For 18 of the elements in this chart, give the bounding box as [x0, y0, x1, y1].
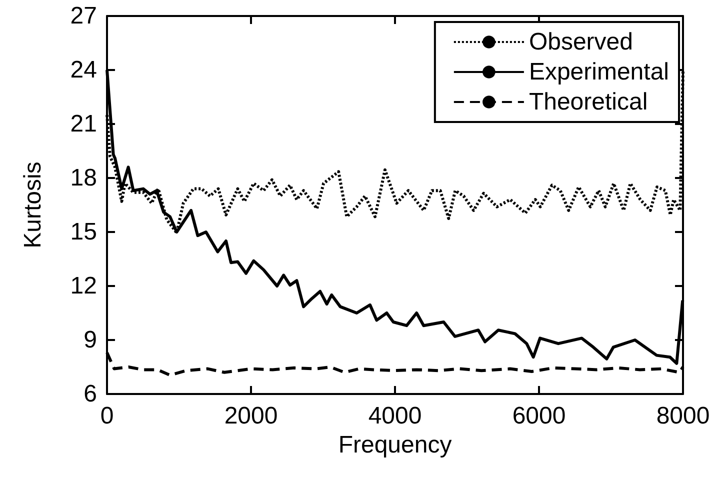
x-axis-title: Frequency — [338, 431, 452, 458]
y-tick-label: 27 — [70, 2, 97, 30]
y-tick-label: 18 — [70, 164, 97, 192]
legend-label: Observed — [528, 28, 633, 56]
x-tick-label: 0 — [100, 402, 114, 430]
y-tick-label: 24 — [70, 56, 97, 84]
y-tick-label: 15 — [70, 218, 97, 246]
y-tick-label: 9 — [84, 326, 97, 354]
y-tick-label: 21 — [70, 110, 97, 138]
legend-label: Experimental — [528, 58, 669, 86]
y-tick-label: 6 — [84, 380, 97, 408]
x-tick-label: 6000 — [512, 402, 566, 430]
y-tick-label: 12 — [70, 272, 97, 300]
y-axis-title: Kurtosis — [20, 162, 46, 248]
legend-label: Theoretical — [528, 88, 648, 116]
x-tick-label: 8000 — [656, 402, 710, 430]
x-tick-label: 4000 — [368, 402, 422, 430]
x-tick-label: 2000 — [224, 402, 278, 430]
